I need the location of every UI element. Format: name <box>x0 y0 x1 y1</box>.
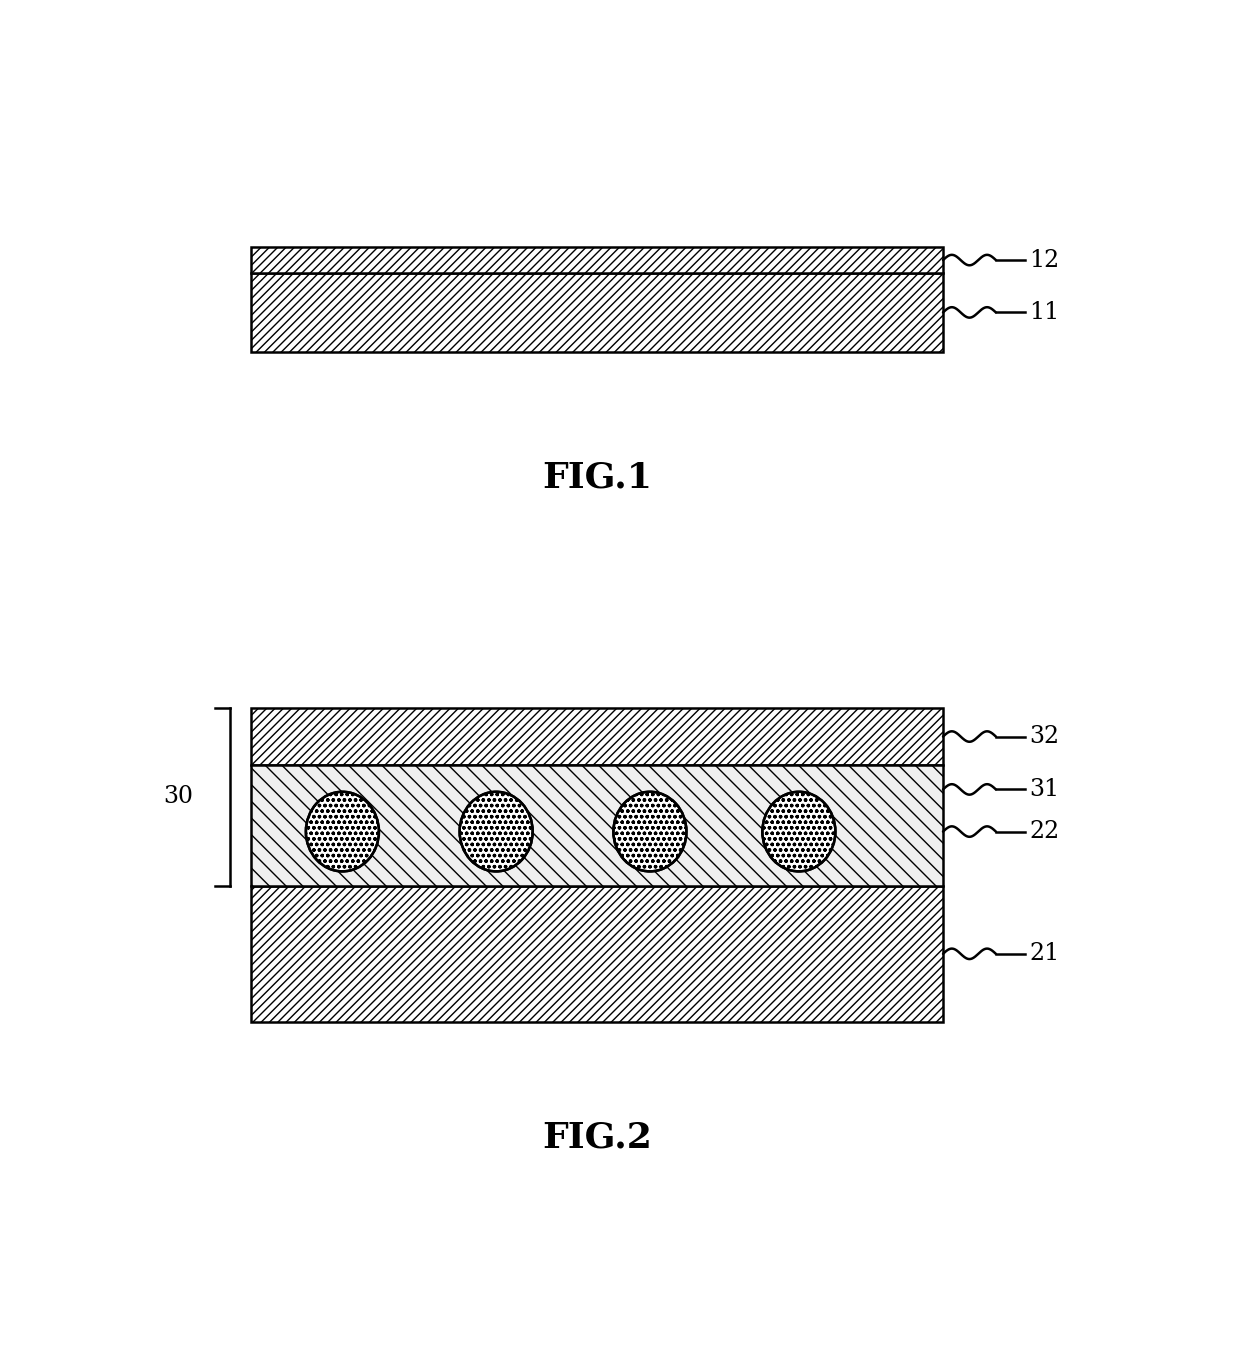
Bar <box>250 707 942 766</box>
Circle shape <box>460 792 533 872</box>
Text: 22: 22 <box>1029 820 1060 843</box>
Text: 11: 11 <box>1029 301 1060 324</box>
Text: 32: 32 <box>1029 725 1060 748</box>
Circle shape <box>306 792 379 872</box>
Text: FIG.2: FIG.2 <box>542 1121 652 1155</box>
Text: 12: 12 <box>1029 249 1060 272</box>
Text: FIG.1: FIG.1 <box>542 460 652 495</box>
Text: 30: 30 <box>164 785 193 808</box>
Text: 31: 31 <box>1029 778 1060 801</box>
Bar <box>250 248 942 273</box>
Bar <box>250 766 942 885</box>
Circle shape <box>614 792 687 872</box>
Bar <box>250 885 942 1021</box>
Bar <box>250 273 942 352</box>
Circle shape <box>763 792 836 872</box>
Text: 21: 21 <box>1029 942 1060 966</box>
